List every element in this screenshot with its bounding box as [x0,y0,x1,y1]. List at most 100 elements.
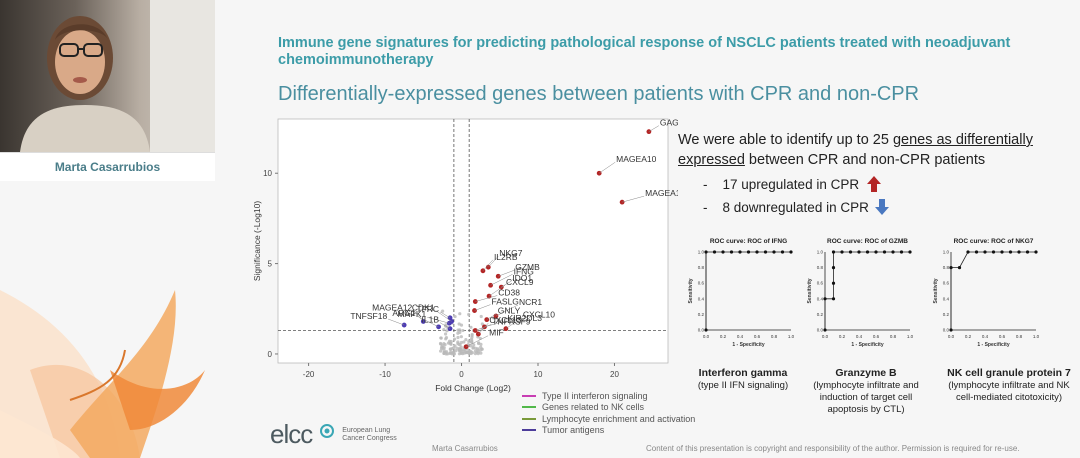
roc-point [882,250,887,254]
background-point [456,340,460,344]
gene-point [446,320,452,326]
roc-caption-title: Granzyme B [835,367,897,379]
gene-label: CD38 [498,288,520,298]
y-tick-label: 1.0 [698,250,705,255]
roc-caption-detail: (lymphocyte infiltrate and induction of … [813,380,919,415]
background-point [449,342,453,346]
roc-point [983,250,987,254]
roc-point [704,328,708,332]
legend-label: Genes related to NK cells [542,402,645,413]
y-tick-label: 0.4 [698,296,705,301]
legend-swatch [522,394,536,397]
gene-point [401,322,407,328]
gene-label-leader [490,274,513,286]
x-axis-label: 1 - Specificity [851,342,883,348]
x-tick-label: 0.2 [839,334,846,339]
logo-subtitle: European Lung Cancer Congress [342,427,396,443]
x-tick-label: 0.4 [856,334,863,339]
roc-point [780,250,785,254]
background-point [472,343,476,347]
gene-label: IL2RB [494,252,518,262]
gene-label-leader [466,335,489,347]
x-tick-label: 0.0 [822,334,829,339]
gene-label-leader [439,311,451,319]
roc-point [957,266,962,270]
x-tick-label: 0.8 [890,334,897,339]
roc-caption-nkg7: NK cell granule protein 7 (lymphocyte inf… [944,367,1074,404]
legend-label: Lymphocyte enrichment and activation [542,413,696,424]
gene-label-leader [475,324,492,331]
y-axis-label: Significance (-Log10) [252,201,262,281]
y-tick-label: 5 [268,260,273,269]
background-point [439,349,443,353]
background-point [443,343,447,347]
background-point [476,348,480,352]
legend-swatch [522,429,536,432]
gene-label: CXCL10 [523,310,555,320]
x-tick-label: 0 [459,370,464,379]
background-point [457,322,461,326]
background-point [470,332,474,337]
x-tick-label: 10 [534,370,543,379]
gene-label: CXCL13 [489,315,521,325]
roc-point [1034,250,1038,254]
background-point [464,338,468,342]
gene-label-leader [505,317,523,329]
volcano-plot: -20 -10 0 10 20 0 5 10 Fold Change (Log2) Signifi… [252,118,678,393]
background-point [461,328,465,333]
background-point [479,351,483,355]
legend-swatch [522,406,536,409]
y-tick-label: 0.4 [817,296,824,301]
roc-curve [950,251,1036,330]
x-tick-label: 20 [610,370,619,379]
legend-item: Type II interferon signaling [522,390,695,402]
gene-label-leader [416,315,439,328]
gene-point [503,326,509,332]
gene-label: MIF [489,328,504,338]
background-point [477,341,481,345]
gene-label: IFNG [514,266,534,276]
y-axis-label: Sensitivity [807,278,813,303]
gene-label-leader [435,310,452,322]
y-tick-label: 0 [268,350,273,359]
gene-label-leader [648,125,660,132]
roc-point [823,297,827,301]
gene-label-leader [482,259,494,271]
logo-sub-line: European Lung [342,426,391,434]
y-tick-label: 0.6 [817,281,824,286]
roc-point [755,250,759,254]
butterfly-decoration [0,290,205,458]
gene-point [472,308,477,313]
gene-label: CXCL9 [506,277,534,287]
background-point [455,346,459,350]
gene-label: IDO1 [512,273,532,283]
roc-point [721,250,725,254]
bullet-text: 17 upregulated in CPR [722,177,860,192]
gene-label: MAPK1 [397,309,426,319]
legend-item: Lymphocyte enrichment and activation [522,413,695,425]
gene-point [463,344,469,350]
x-tick-label: 0.8 [771,334,778,339]
roc-point [857,250,861,254]
y-axis-label: Sensitivity [933,278,939,303]
background-point [468,349,472,353]
gene-point [646,129,652,135]
x-tick-label: 0.0 [948,334,955,339]
y-tick-label: 0.4 [943,296,950,301]
gene-label-leader [478,322,489,335]
roc-point [772,250,776,254]
gene-label-leader [501,280,512,288]
y-tick-label: 0.6 [698,281,705,286]
gene-label: CDK1 [412,302,435,312]
y-tick-label: 0.0 [943,328,950,333]
roc-title: ROC curve: ROC of IFNG [710,238,787,245]
y-tick-label: 0.2 [698,312,705,317]
gene-label: FASLG [492,297,519,307]
gene-label: ARG1 [392,308,415,318]
background-point [467,339,471,344]
roc-caption-ifng: Interferon gamma (type II IFN signaling) [678,367,808,392]
gene-label-leader [413,310,424,322]
roc-point [1008,250,1013,254]
gene-label-leader [388,318,405,326]
gene-point [447,326,453,332]
